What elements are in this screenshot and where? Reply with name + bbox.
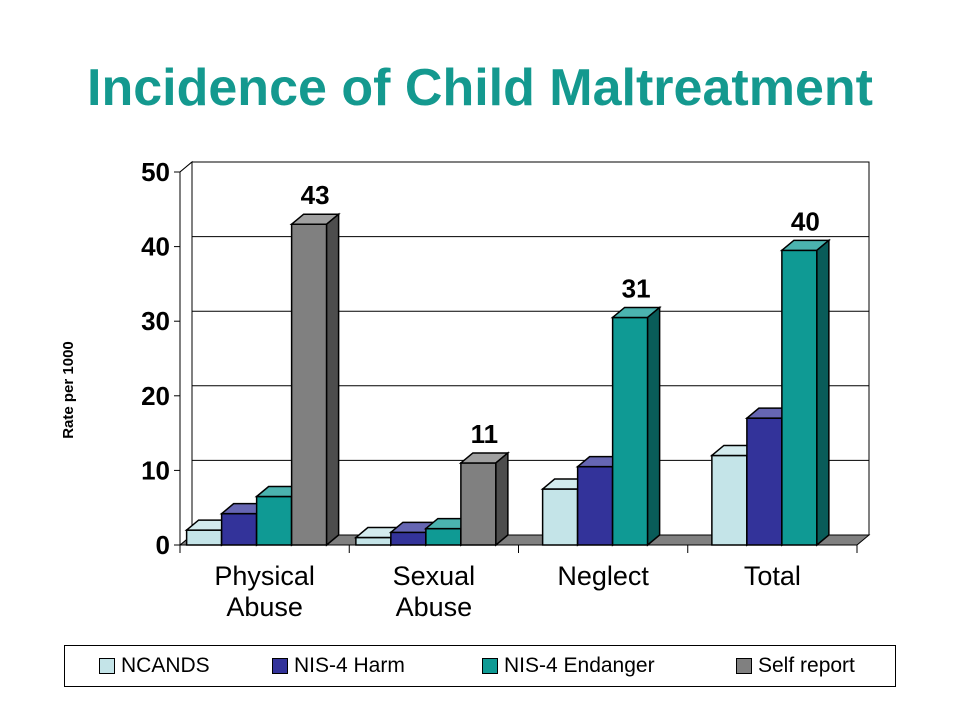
- page-title: Incidence of Child Maltreatment: [87, 59, 873, 117]
- legend-item: NIS-4 Harm: [272, 654, 405, 677]
- bar: [610, 305, 662, 547]
- bar-side: [495, 451, 509, 547]
- bar-front: [290, 223, 328, 546]
- x-category-label: Sexual: [393, 561, 476, 591]
- bar-front: [576, 465, 614, 546]
- bar-front: [746, 417, 783, 546]
- data-label: 43: [301, 180, 330, 210]
- bar-front: [611, 316, 649, 546]
- bar-front: [460, 462, 497, 546]
- bar-front: [185, 529, 223, 546]
- data-label: 11: [471, 419, 499, 449]
- legend-label: NIS-4 Harm: [294, 654, 405, 677]
- y-tick-label: 10: [141, 455, 170, 485]
- bar-side: [325, 212, 340, 547]
- legend-label: NCANDS: [121, 654, 210, 677]
- bar: [289, 212, 341, 547]
- bar-chart: 0102030405043PhysicalAbuse11SexualAbuse3…: [60, 157, 871, 622]
- x-category-label: Physical: [214, 561, 315, 591]
- bar-side: [646, 305, 661, 547]
- chart-legend: NCANDS NIS-4 Harm NIS-4 Endanger Self repor…: [64, 645, 896, 687]
- legend-swatch: [736, 658, 752, 674]
- bar-front: [220, 512, 258, 546]
- legend-swatch: [99, 658, 115, 674]
- bar-front: [355, 536, 392, 546]
- legend-label: NIS-4 Endanger: [504, 654, 655, 677]
- bar: [458, 451, 510, 547]
- y-tick-label: 40: [141, 232, 170, 262]
- y-tick-label: 30: [141, 306, 170, 336]
- bar-front: [711, 454, 748, 546]
- bar-front: [425, 527, 462, 546]
- legend-item: NIS-4 Endanger: [482, 654, 655, 677]
- bar: [779, 238, 831, 547]
- legend-item: NCANDS: [99, 654, 210, 677]
- y-tick-label: 50: [141, 157, 170, 187]
- bar-front: [390, 531, 427, 546]
- data-label: 31: [622, 273, 651, 303]
- legend-swatch: [272, 658, 288, 674]
- bar-side: [816, 238, 830, 547]
- x-category-label: Abuse: [226, 592, 303, 622]
- legend-label: Self report: [758, 654, 855, 677]
- bar-front: [255, 495, 293, 546]
- x-category-label: Neglect: [557, 561, 649, 591]
- y-tick-label: 0: [156, 530, 170, 560]
- y-tick-label: 20: [141, 381, 170, 411]
- x-category-label: Abuse: [396, 592, 473, 622]
- bar-front: [541, 488, 579, 546]
- data-label: 40: [791, 206, 820, 236]
- x-category-label: Total: [744, 561, 801, 591]
- legend-item: Self report: [736, 654, 855, 677]
- plot-side-wall: [179, 160, 193, 547]
- legend-swatch: [482, 658, 498, 674]
- bar-front: [781, 249, 818, 546]
- y-axis-label: Rate per 1000: [60, 341, 77, 439]
